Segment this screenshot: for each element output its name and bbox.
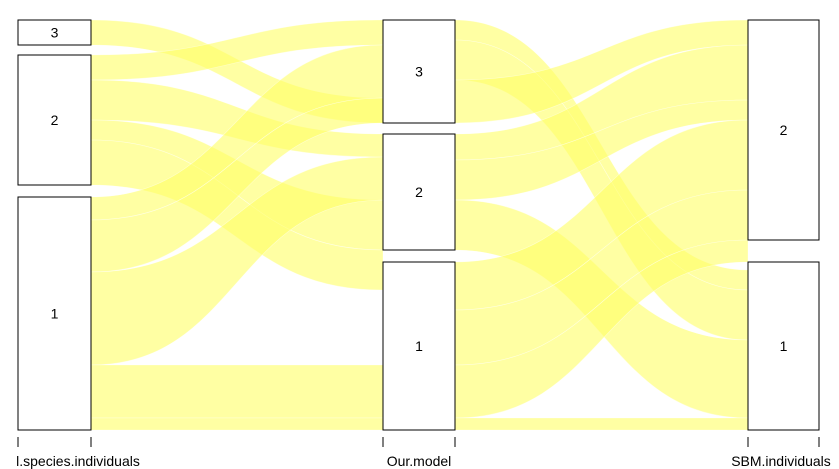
box-label-axis2-cat1: 1 <box>780 338 788 354</box>
box-axis1-cat3 <box>382 19 456 124</box>
box-label-axis0-cat2: 2 <box>51 112 59 128</box>
box-label-axis1-cat2: 2 <box>415 184 423 200</box>
axis-label-right: SBM.individuals <box>731 453 831 469</box>
flow-b-9 <box>454 417 749 431</box>
axis-label-middle: Our.model <box>387 453 452 469</box>
box-label-axis1-cat3: 3 <box>415 64 423 80</box>
box-label-axis0-cat3: 3 <box>51 25 59 41</box>
box-axis0-cat3 <box>17 19 92 46</box>
axis-label-left: l.species.individuals <box>16 453 140 469</box>
category-boxes: 1 2 3 1 2 3 1 2 <box>17 19 820 431</box>
box-axis0-cat1 <box>17 196 92 431</box>
box-axis0-cat2 <box>17 54 92 186</box>
box-axis2-cat1 <box>747 261 820 431</box>
box-label-axis2-cat2: 2 <box>780 122 788 138</box>
axes: l.species.individuals Our.model SBM.indi… <box>16 437 831 469</box>
box-axis1-cat2 <box>382 133 456 251</box>
flow-a-9 <box>90 417 384 431</box>
box-label-axis0-cat1: 1 <box>51 306 59 322</box>
box-axis2-cat2 <box>747 19 820 241</box>
box-label-axis1-cat1: 1 <box>415 338 423 354</box>
box-axis1-cat1 <box>382 261 456 431</box>
flow-a-8 <box>90 364 384 419</box>
